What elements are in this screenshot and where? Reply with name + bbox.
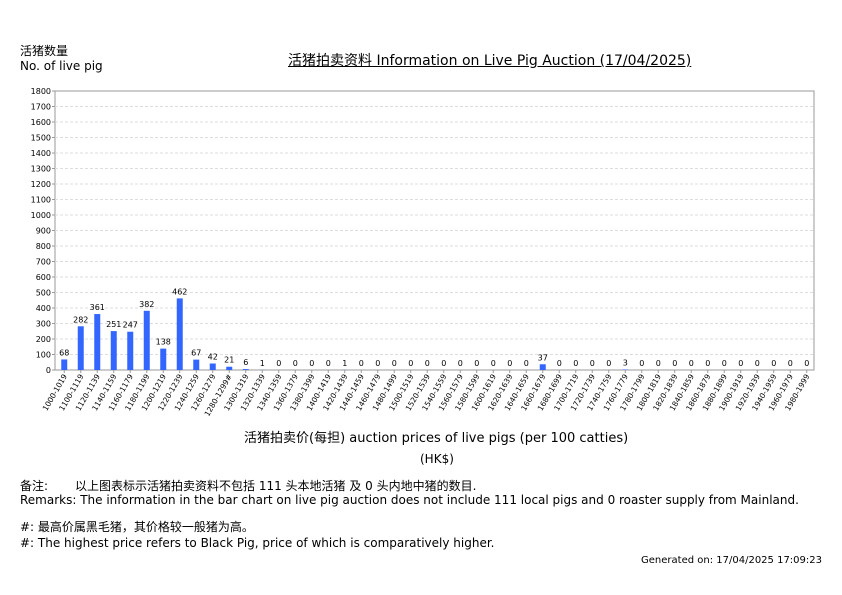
y-tick-label: 700 [36,258,51,267]
data-label: 0 [755,359,760,368]
data-label: 462 [172,287,187,296]
note-zh: #: 最高价属黑毛猪，其价格较一般猪为高。 [20,520,254,534]
data-label: 3 [623,359,628,368]
data-label: 0 [656,359,661,368]
data-label: 0 [408,359,413,368]
y-tick-label: 1100 [31,196,51,205]
y-tick-label: 600 [36,273,51,282]
y-tick-label: 400 [36,304,51,313]
data-label: 0 [474,359,479,368]
y-tick-label: 500 [36,289,51,298]
chart-title: 活猪拍卖资料 Information on Live Pig Auction (… [288,53,692,69]
data-label: 0 [309,359,314,368]
data-label: 282 [73,315,88,324]
y-axis-label-en: No. of live pig [20,59,103,73]
data-label: 21 [224,356,234,365]
data-label: 251 [106,320,121,329]
data-label: 37 [538,353,548,362]
data-label: 0 [293,359,298,368]
data-label: 247 [123,321,138,330]
remark-zh-label: 备注: [20,479,49,493]
y-tick-label: 100 [36,351,51,360]
remark-zh-text: 以上图表标示活猪拍卖资料不包括 111 头本地活猪 及 0 头内地中猪的数目. [75,479,477,493]
y-tick-label: 1800 [31,87,51,96]
data-label: 67 [191,349,201,358]
data-label: 0 [705,359,710,368]
data-label: 0 [359,359,364,368]
data-label: 0 [425,359,430,368]
bar [242,369,249,370]
bar [61,359,68,370]
bar [160,348,167,370]
data-label: 0 [507,359,512,368]
data-label: 42 [208,352,218,361]
data-label: 0 [573,359,578,368]
data-label: 0 [771,359,776,368]
data-label: 0 [392,359,397,368]
data-label: 0 [458,359,463,368]
bar [110,331,117,370]
data-label: 0 [722,359,727,368]
data-label: 0 [639,359,644,368]
y-tick-label: 1600 [31,118,51,127]
x-axis-unit: (HK$) [420,452,454,466]
bar [193,359,200,370]
x-axis-label: 活猪拍卖价(每担) auction prices of live pigs (p… [244,431,629,446]
data-label: 0 [738,359,743,368]
y-tick-label: 0 [46,366,51,375]
data-label: 0 [672,359,677,368]
remark-en: Remarks: The information in the bar char… [20,493,799,507]
data-label: 382 [139,300,154,309]
data-label: 0 [606,359,611,368]
generated-timestamp: Generated on: 17/04/2025 17:09:23 [641,555,822,566]
y-tick-label: 1700 [31,103,51,112]
y-axis-label-zh: 活猪数量 [20,44,69,58]
data-label: 1 [342,359,347,368]
data-label: 361 [90,303,105,312]
y-tick-label: 200 [36,335,51,344]
note-en: #: The highest price refers to Black Pig… [20,536,495,550]
data-label: 1 [260,359,265,368]
data-label: 0 [441,359,446,368]
y-tick-label: 300 [36,320,51,329]
y-tick-label: 900 [36,227,51,236]
data-label: 0 [689,359,694,368]
bar [226,366,233,370]
data-label: 138 [156,338,171,347]
bar [539,364,546,370]
data-label: 68 [59,348,69,357]
bar [176,298,183,370]
data-label: 6 [243,358,248,367]
y-tick-label: 800 [36,242,51,251]
bar [94,314,101,370]
data-label: 0 [590,359,595,368]
y-tick-label: 1300 [31,165,51,174]
bar [127,331,134,370]
data-label: 0 [788,359,793,368]
y-tick-label: 1500 [31,134,51,143]
bar [209,363,216,370]
data-label: 0 [375,359,380,368]
bar [77,326,84,370]
data-label: 0 [491,359,496,368]
data-label: 0 [557,359,562,368]
data-label: 0 [524,359,529,368]
y-tick-label: 1200 [31,180,51,189]
bar [143,310,150,370]
y-tick-label: 1400 [31,149,51,158]
data-label: 0 [276,359,281,368]
data-label: 0 [326,359,331,368]
y-tick-label: 1000 [31,211,51,220]
data-label: 0 [804,359,809,368]
